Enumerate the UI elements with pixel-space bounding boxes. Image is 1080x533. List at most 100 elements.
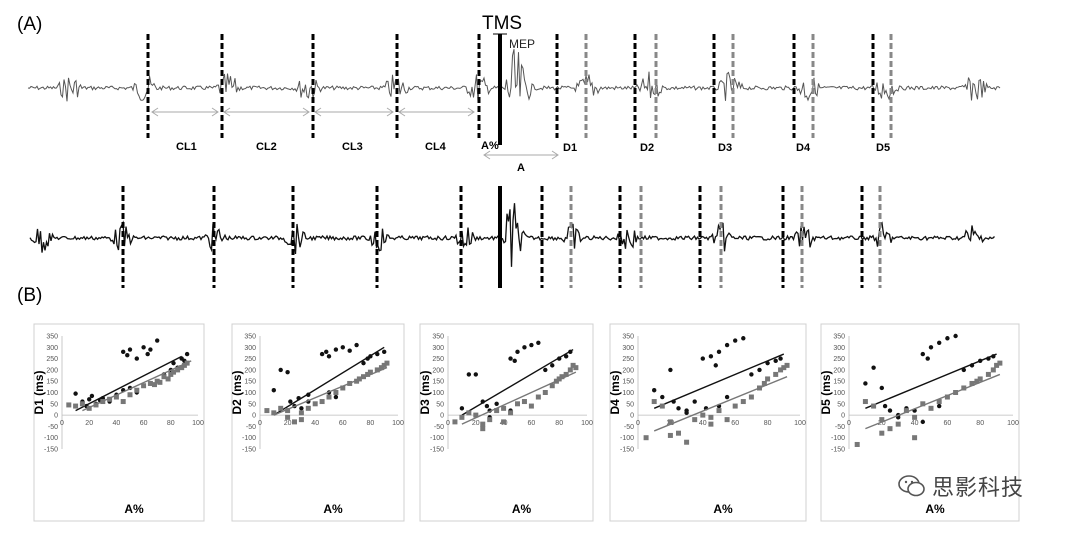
d3-label: D3 bbox=[718, 142, 732, 154]
y-tick-label: 200 bbox=[622, 367, 634, 374]
scatter-point-square bbox=[466, 410, 472, 416]
y-tick-label: 0 bbox=[630, 413, 634, 420]
scatter-point-square bbox=[354, 378, 360, 384]
scatter-point-square bbox=[854, 441, 860, 447]
fit-line bbox=[865, 373, 1001, 430]
y-tick-label: 300 bbox=[833, 345, 845, 352]
scatter-point-square bbox=[667, 419, 673, 425]
scatter-point-circle bbox=[716, 349, 722, 355]
scatter-point-circle bbox=[121, 349, 126, 355]
scatter-point-square bbox=[312, 401, 318, 407]
x-tick-label: 80 bbox=[764, 420, 772, 427]
y-tick-label: 150 bbox=[244, 379, 256, 386]
scatter-point-square bbox=[452, 419, 458, 425]
scatter-point-square bbox=[326, 394, 332, 400]
y-tick-label: -100 bbox=[831, 435, 845, 442]
x-tick-label: 20 bbox=[878, 420, 886, 427]
y-tick-label: 200 bbox=[46, 367, 58, 374]
scatter-point-square bbox=[113, 394, 119, 400]
scatter-point-circle bbox=[326, 354, 332, 359]
scatter-point-square bbox=[367, 369, 373, 375]
x-tick-label: 0 bbox=[446, 420, 450, 427]
scatter-point-square bbox=[871, 403, 877, 409]
fit-line bbox=[273, 346, 385, 416]
scatter-point-square bbox=[154, 378, 160, 384]
d5-label: D5 bbox=[876, 142, 890, 154]
y-tick-label: -100 bbox=[44, 435, 58, 442]
scatter-point-circle bbox=[863, 381, 868, 386]
d2-label: D2 bbox=[640, 142, 654, 154]
scatter-point-square bbox=[716, 408, 722, 414]
scatter-point-circle bbox=[73, 391, 78, 396]
scatter-point-circle bbox=[171, 360, 176, 366]
scatter-point-circle bbox=[361, 360, 366, 366]
fit-line bbox=[82, 360, 192, 412]
scatter-point-square bbox=[473, 412, 479, 418]
y-tick-label: 0 bbox=[54, 413, 58, 420]
scatter-point-circle bbox=[299, 406, 304, 411]
scatter-point-circle bbox=[529, 342, 534, 348]
scatter-point-square bbox=[969, 380, 975, 386]
scatter-point-square bbox=[66, 402, 72, 408]
scatter-point-square bbox=[459, 414, 465, 420]
x-tick-label: 40 bbox=[113, 420, 121, 427]
scatter-point-square bbox=[361, 374, 366, 380]
scatter-point-circle bbox=[733, 338, 738, 343]
tms-label: TMS bbox=[482, 13, 522, 34]
scatter-point-square bbox=[175, 367, 181, 373]
scatter-point-circle bbox=[945, 336, 950, 341]
scatter-point-square bbox=[559, 374, 565, 380]
y-tick-label: -100 bbox=[430, 435, 444, 442]
x-tick-label: 80 bbox=[555, 420, 563, 427]
scatter-point-circle bbox=[925, 356, 930, 361]
cl2-label: CL2 bbox=[256, 141, 277, 153]
scatter-point-square bbox=[151, 382, 157, 388]
scatter-point-square bbox=[676, 430, 681, 436]
y-tick-label: 350 bbox=[833, 334, 845, 341]
chart-frame bbox=[419, 323, 594, 522]
scatter-point-square bbox=[487, 417, 493, 423]
x-tick-label: 100 bbox=[581, 420, 593, 427]
d1-label: D1 bbox=[563, 142, 577, 154]
x-axis-title: A% bbox=[925, 502, 945, 516]
scatter-point-circle bbox=[87, 397, 92, 402]
y-tick-label: 200 bbox=[244, 367, 256, 374]
fit-line bbox=[653, 353, 785, 409]
scatter-point-circle bbox=[550, 363, 555, 368]
scatter-point-circle bbox=[278, 367, 283, 373]
scatter-point-circle bbox=[466, 372, 472, 377]
y-axis-title: D5 (ms) bbox=[819, 370, 833, 414]
scatter-point-square bbox=[659, 403, 665, 409]
scatter-point-square bbox=[292, 419, 297, 425]
scatter-point-square bbox=[773, 371, 779, 377]
scatter-point-circle bbox=[354, 342, 359, 348]
y-tick-label: -50 bbox=[48, 424, 58, 431]
y-tick-label: 100 bbox=[432, 390, 444, 397]
scatter-point-square bbox=[480, 426, 486, 432]
y-tick-label: 50 bbox=[248, 401, 256, 408]
scatter-point-square bbox=[573, 365, 579, 371]
scatter-point-circle bbox=[155, 338, 160, 343]
y-tick-label: -50 bbox=[835, 424, 845, 431]
scatter-point-circle bbox=[288, 399, 293, 404]
scatter-point-circle bbox=[953, 333, 958, 339]
mep-label: MEP bbox=[509, 37, 535, 51]
scatter-point-circle bbox=[713, 363, 718, 368]
scatter-point-square bbox=[127, 392, 133, 398]
scatter-point-circle bbox=[473, 372, 478, 377]
scatter-point-square bbox=[141, 383, 147, 389]
scatter-point-circle bbox=[937, 403, 942, 409]
scatter-point-square bbox=[285, 414, 291, 420]
scatter-point-square bbox=[278, 405, 284, 411]
cl3-label: CL3 bbox=[342, 141, 363, 153]
y-tick-label: 200 bbox=[833, 367, 845, 374]
scatter-point-square bbox=[535, 394, 541, 400]
scatter-point-square bbox=[912, 414, 918, 420]
scatter-point-square bbox=[333, 390, 339, 395]
y-tick-label: 350 bbox=[244, 334, 256, 341]
y-tick-label: 0 bbox=[252, 413, 256, 420]
scatter-point-square bbox=[563, 371, 569, 377]
x-axis-title: A% bbox=[512, 502, 532, 516]
scatter-point-square bbox=[501, 405, 507, 411]
